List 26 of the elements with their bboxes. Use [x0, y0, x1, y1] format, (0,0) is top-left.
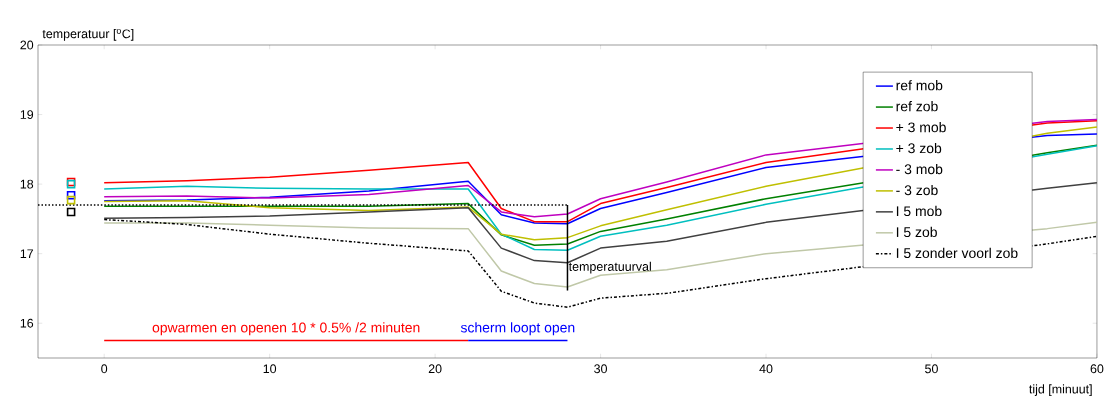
x-tick-label: 10 [263, 364, 277, 374]
legend-label: ref zob [896, 101, 938, 112]
legend-label: - 3 mob [896, 163, 943, 175]
x-tick-label: 20 [428, 364, 442, 374]
legend-label: - 3 zob [896, 184, 938, 196]
x-tick-label: 60 [1090, 364, 1104, 374]
annotation: temperatuurval [568, 261, 651, 274]
y-tick-label: 18 [20, 179, 34, 189]
x-tick-label: 30 [594, 364, 607, 374]
x-tick-label: 40 [759, 364, 773, 374]
y-tick-label: 19 [20, 110, 34, 119]
series-label: scherm loopt open [460, 322, 575, 336]
y-tick-label: 20 [20, 40, 34, 50]
y-tick-label: 16 [20, 318, 34, 328]
x-tick-label: 0 [101, 364, 108, 374]
legend-label: I 5 mob [896, 205, 942, 217]
y-axis-title: temperatuur [$^{o}$C] [42, 29, 134, 41]
legend-label: I 5 zob [896, 226, 937, 238]
x-tick-label: 50 [925, 364, 938, 374]
legend-label: + 3 zob [896, 142, 942, 154]
legend-label: ref mob [896, 80, 943, 91]
x-axis-title: tijd [minuut] [1029, 384, 1092, 396]
series-label: opwarmen en openen 10 * 0.5% /2 minuten [152, 322, 420, 336]
y-tick-label: 17 [20, 249, 34, 258]
legend-label: + 3 mob [896, 122, 946, 133]
legend-label: I 5 zonder voorl zob [896, 247, 1018, 259]
